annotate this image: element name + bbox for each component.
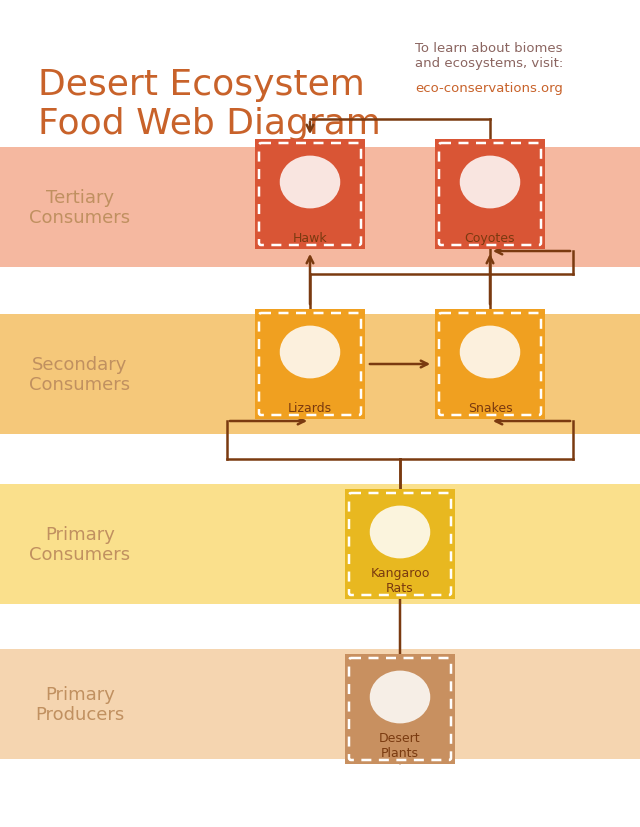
FancyBboxPatch shape — [255, 140, 365, 250]
FancyBboxPatch shape — [435, 309, 545, 419]
Bar — [0, 485, 640, 605]
Text: eco-conservations.org: eco-conservations.org — [415, 82, 563, 95]
Text: Snakes: Snakes — [468, 402, 512, 414]
Text: Tertiary
Consumers: Tertiary Consumers — [29, 189, 131, 227]
Text: Primary
Producers: Primary Producers — [35, 685, 125, 724]
Bar — [0, 649, 640, 759]
Ellipse shape — [280, 326, 340, 379]
Ellipse shape — [460, 326, 520, 379]
Text: To learn about biomes
and ecosystems, visit:: To learn about biomes and ecosystems, vi… — [415, 42, 563, 70]
Ellipse shape — [460, 156, 520, 209]
Text: Desert Ecosystem
Food Web Diagram: Desert Ecosystem Food Web Diagram — [38, 68, 381, 141]
Text: Lizards: Lizards — [288, 402, 332, 414]
FancyBboxPatch shape — [345, 654, 455, 764]
Text: Desert
Plants: Desert Plants — [379, 731, 421, 759]
FancyBboxPatch shape — [255, 309, 365, 419]
Text: Kangaroo
Rats: Kangaroo Rats — [371, 566, 429, 595]
FancyBboxPatch shape — [435, 140, 545, 250]
Text: Primary
Consumers: Primary Consumers — [29, 525, 131, 564]
Text: Coyotes: Coyotes — [465, 232, 515, 245]
Ellipse shape — [280, 156, 340, 209]
Bar — [0, 148, 640, 268]
FancyBboxPatch shape — [345, 490, 455, 600]
Text: Hawk: Hawk — [292, 232, 327, 245]
Ellipse shape — [370, 506, 430, 559]
Bar — [0, 314, 640, 434]
Text: Secondary
Consumers: Secondary Consumers — [29, 355, 131, 394]
Ellipse shape — [370, 671, 430, 724]
